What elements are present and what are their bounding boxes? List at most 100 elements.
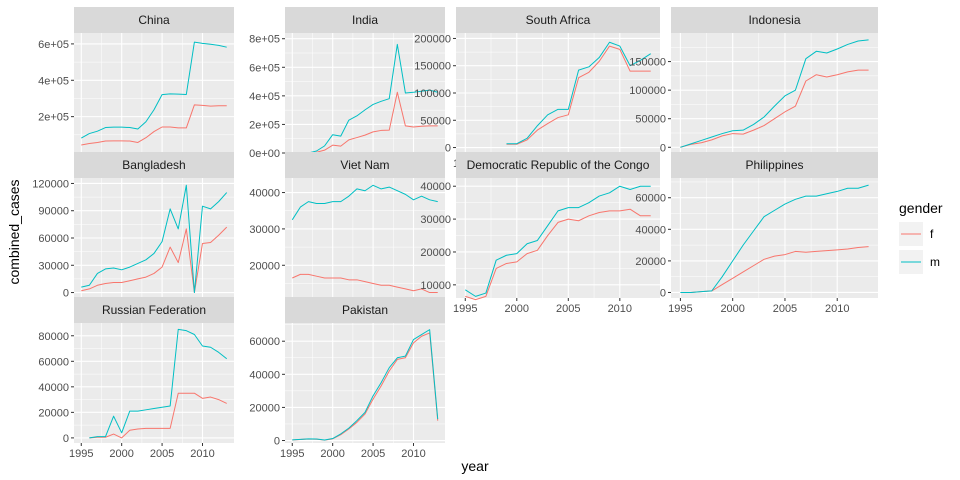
strip-pakistan — [285, 297, 445, 323]
y-tick-label: 60000 — [635, 193, 666, 205]
y-tick-label: 10000 — [420, 280, 451, 292]
x-tick-label: 1995 — [280, 448, 304, 460]
facet-viet-nam: Viet Nam 20000 30000 40000 — [249, 152, 445, 298]
facet-south-africa: South Africa0500001000001500002000001995… — [414, 7, 660, 170]
x-tick-label: 2000 — [720, 303, 744, 315]
legend-title: gender — [899, 200, 943, 216]
y-tick-label: 60000 — [249, 336, 280, 348]
facet-china: China 2e+05 4e+05 6e+05 — [38, 7, 234, 153]
strip-label-china: China — [138, 13, 170, 27]
panel-bg-china — [74, 33, 234, 153]
y-tick-label: 20000 — [635, 256, 666, 268]
series-line-pakistan-m — [292, 329, 439, 441]
strip-russian-federation — [74, 297, 234, 323]
series-line-bangladesh-f — [81, 226, 228, 294]
facet-pakistan: Pakistan 0 20000 40000 60000 1995 2000 2005 2010 — [249, 297, 445, 460]
y-tick-label: 50000 — [635, 114, 666, 126]
strip-label-philippines: Philippines — [745, 158, 803, 172]
y-tick-label: 20000 — [249, 260, 280, 272]
y-tick-label: 50000 — [420, 115, 451, 127]
x-tick-label: 1995 — [668, 303, 692, 315]
panels-layer: China 2e+05 4e+05 6e+05 India 0e+00 2e+05 4e+05… — [32, 7, 878, 460]
strip-south-africa — [456, 7, 660, 33]
strip-bangladesh — [74, 152, 234, 178]
series-line-south-africa-f — [506, 45, 651, 145]
y-tick-label: 30000 — [249, 224, 280, 236]
strip-indonesia — [671, 7, 878, 33]
y-tick-label: 150000 — [629, 57, 666, 69]
series-line-russian-federation-m — [89, 328, 228, 439]
y-tick-label: 20000 — [249, 402, 280, 414]
series-line-russian-federation-f — [89, 392, 227, 439]
strip-label-indonesia: Indonesia — [748, 13, 800, 27]
facet-bangladesh: Bangladesh 0 30000 60000 90000 120000 — [32, 152, 234, 300]
y-tick-label: 0 — [660, 142, 666, 154]
series-line-philippines-m — [680, 184, 869, 293]
y-tick-label: 0e+00 — [249, 148, 280, 160]
x-tick-label: 2010 — [401, 448, 425, 460]
y-tick-label: 200000 — [414, 33, 451, 45]
facet-russian-federation: Russian Federation 0 20000 40000 60000 80000 1… — [38, 297, 234, 460]
y-tick-label: 0 — [660, 287, 666, 299]
series-line-indonesia-m — [680, 39, 869, 148]
x-tick-label: 2000 — [109, 448, 133, 460]
y-tick-label: 90000 — [38, 206, 69, 218]
y-tick-label: 0 — [274, 436, 280, 448]
series-line-democratic-republic-of-the-congo-f — [465, 208, 651, 301]
y-tick-label: 6e+05 — [249, 62, 280, 74]
strip-label-south-africa: South Africa — [526, 13, 591, 27]
panel-bg-philippines — [671, 178, 878, 298]
y-tick-label: 40000 — [249, 188, 280, 200]
y-tick-label: 120000 — [32, 178, 69, 190]
y-tick-label: 20000 — [38, 407, 69, 419]
y-axis-title: combined_cases — [6, 179, 22, 284]
series-line-bangladesh-m — [81, 184, 228, 294]
series-line-democratic-republic-of-the-congo-m — [465, 185, 651, 297]
y-tick-label: 60000 — [38, 356, 69, 368]
x-tick-label: 2010 — [825, 303, 849, 315]
y-tick-label: 0 — [63, 433, 69, 445]
x-tick-label: 2005 — [361, 448, 385, 460]
series-line-india-m — [292, 43, 438, 154]
strip-label-india: India — [352, 13, 378, 27]
y-tick-label: 60000 — [38, 233, 69, 245]
y-tick-label: 8e+05 — [249, 34, 280, 46]
strip-label-pakistan: Pakistan — [342, 303, 388, 317]
panel-bg-russian-federation — [74, 323, 234, 443]
legend-label-f: f — [930, 227, 934, 241]
x-tick-label: 1995 — [69, 448, 93, 460]
strip-label-democratic-republic-of-the-congo: Democratic Republic of the Congo — [467, 158, 650, 172]
x-tick-label: 2005 — [150, 448, 174, 460]
y-tick-label: 2e+05 — [249, 119, 280, 131]
y-tick-label: 30000 — [38, 260, 69, 272]
x-tick-label: 2000 — [320, 448, 344, 460]
series-line-viet-nam-m — [291, 184, 438, 221]
strip-viet-nam — [285, 152, 445, 178]
y-tick-label: 0 — [445, 143, 451, 155]
legend: gender fm — [899, 200, 943, 274]
y-tick-label: 40000 — [38, 382, 69, 394]
y-tick-label: 4e+05 — [38, 75, 69, 87]
strip-label-russian-federation: Russian Federation — [102, 303, 206, 317]
y-tick-label: 150000 — [414, 61, 451, 73]
y-tick-label: 30000 — [420, 214, 451, 226]
strip-democratic-republic-of-the-congo — [456, 152, 660, 178]
y-tick-label: 40000 — [635, 224, 666, 236]
x-tick-label: 2005 — [556, 303, 580, 315]
panel-bg-democratic-republic-of-the-congo — [456, 178, 660, 298]
x-tick-label: 2010 — [608, 303, 632, 315]
strip-india — [285, 7, 445, 33]
series-line-south-africa-m — [506, 41, 651, 145]
y-tick-label: 40000 — [249, 369, 280, 381]
y-tick-label: 80000 — [38, 331, 69, 343]
x-tick-label: 1995 — [453, 303, 477, 315]
facet-democratic-republic-of-the-congo: Democratic Republic of the Congo 10000 200… — [420, 152, 660, 315]
series-line-china-m — [81, 41, 227, 139]
facet-philippines: Philippines 0 20000 40000 60000 1995 2000 2005 2… — [635, 152, 878, 315]
x-tick-label: 2010 — [190, 448, 214, 460]
y-tick-label: 40000 — [420, 181, 451, 193]
y-tick-label: 20000 — [420, 247, 451, 259]
y-tick-label: 6e+05 — [38, 39, 69, 51]
legend-label-m: m — [930, 255, 940, 269]
